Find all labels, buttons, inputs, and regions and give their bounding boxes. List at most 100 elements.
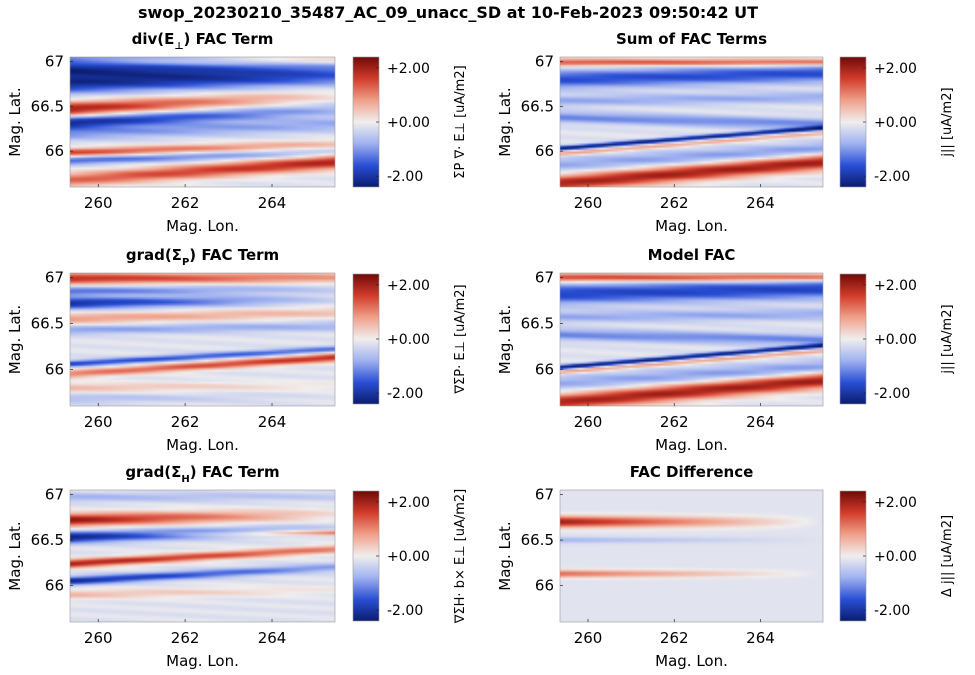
colorbar-label: ΣP ∇· E⊥ [uA/m2] (453, 65, 468, 178)
colorbar-tick-label: -2.00 (874, 603, 910, 619)
colorbar-tick-label: -2.00 (387, 386, 423, 402)
y-axis-label: Mag. Lat. (6, 521, 24, 590)
y-axis-label: Mag. Lat. (496, 305, 514, 374)
x-tick-label: 264 (258, 413, 287, 431)
y-tick-label: 66 (535, 142, 554, 160)
x-axis-label: Mag. Lon. (655, 652, 728, 670)
panel-sum: Sum of FAC Terms 260 262 264 67 66.5 66 Mag. Lo… (496, 30, 955, 235)
x-tick-label: 262 (171, 629, 200, 647)
x-tick-label: 262 (660, 413, 689, 431)
y-axis-label: Mag. Lat. (496, 87, 514, 156)
y-tick-label: 66 (535, 360, 554, 378)
colorbar-label: Δ j|| [uA/m2] (940, 515, 955, 597)
colorbar-tick-label: +0.00 (874, 115, 917, 131)
colorbar-tick-label: +2.00 (387, 495, 430, 511)
heatmap-image (70, 57, 335, 187)
x-tick-label: 260 (84, 413, 113, 431)
colorbar (352, 490, 380, 622)
panel-grad_p: grad(ΣP) FAC Term 260 262 264 67 66.5 66 Mag. L… (6, 246, 468, 454)
y-axis-label: Mag. Lat. (496, 521, 514, 590)
y-tick-label: 67 (535, 486, 554, 504)
plot-frame (69, 272, 336, 407)
x-tick-label: 260 (84, 629, 113, 647)
panel-model: Model FAC 260 262 264 67 66.5 66 Mag. Lon. Mag. … (496, 246, 955, 454)
colorbar-tick-label: -2.00 (387, 169, 423, 185)
colorbar-tick-label: -2.00 (387, 603, 423, 619)
colorbar-tick-label: +0.00 (874, 332, 917, 348)
colorbar-tick-label: +0.00 (874, 549, 917, 565)
x-tick-label: 264 (746, 413, 775, 431)
y-tick-label: 66.5 (521, 314, 554, 332)
colorbar-tick-label: +0.00 (387, 115, 430, 131)
y-tick-label: 67 (45, 52, 64, 70)
colorbar-tick-label: +2.00 (874, 61, 917, 77)
x-tick-label: 260 (574, 194, 603, 212)
y-tick-label: 66 (535, 577, 554, 595)
colorbar-label: j|| [uA/m2] (940, 87, 955, 157)
panel-title: FAC Difference (630, 463, 754, 481)
y-tick-label: 67 (535, 52, 554, 70)
colorbar (839, 490, 867, 622)
x-tick-label: 262 (660, 629, 689, 647)
y-tick-label: 67 (45, 269, 64, 287)
panel-title: Sum of FAC Terms (616, 30, 767, 48)
plot-frame (559, 56, 824, 188)
x-axis-label: Mag. Lon. (166, 217, 239, 235)
heatmap-image (70, 273, 335, 406)
x-axis-label: Mag. Lon. (655, 217, 728, 235)
y-tick-label: 66.5 (521, 97, 554, 115)
colorbar-tick-label: +2.00 (387, 278, 430, 294)
x-tick-label: 264 (258, 194, 287, 212)
colorbar-tick-label: +0.00 (387, 549, 430, 565)
plot-frame (559, 489, 824, 623)
colorbar (839, 56, 867, 188)
y-tick-label: 66.5 (31, 314, 64, 332)
y-tick-label: 67 (45, 486, 64, 504)
y-tick-label: 66 (45, 360, 64, 378)
heatmap-image (560, 273, 823, 406)
colorbar (839, 273, 867, 405)
panel-div_e: div(E⊥) FAC Term 260 262 264 67 66.5 66 Mag. Lo… (6, 30, 468, 235)
x-tick-label: 260 (84, 194, 113, 212)
colorbar (352, 56, 380, 188)
colorbar (352, 273, 380, 405)
x-axis-label: Mag. Lon. (655, 436, 728, 454)
plot-frame (69, 489, 336, 623)
y-tick-label: 66.5 (31, 531, 64, 549)
x-axis-label: Mag. Lon. (166, 652, 239, 670)
y-tick-label: 66.5 (31, 97, 64, 115)
y-tick-label: 67 (535, 269, 554, 287)
colorbar-tick-label: +0.00 (387, 332, 430, 348)
colorbar-label: ∇ΣP· E⊥ [uA/m2] (453, 284, 468, 394)
heatmap-image (560, 490, 823, 622)
heatmap-image (70, 490, 335, 622)
colorbar-tick-label: +2.00 (874, 278, 917, 294)
y-tick-label: 66 (45, 577, 64, 595)
panel-diff: FAC Difference 260 262 264 67 66.5 66 Mag. Lon.… (496, 463, 955, 670)
panel-title: grad(ΣH) FAC Term (125, 463, 279, 485)
colorbar-tick-label: +2.00 (874, 495, 917, 511)
x-tick-label: 264 (746, 194, 775, 212)
y-axis-label: Mag. Lat. (6, 305, 24, 374)
x-tick-label: 264 (746, 629, 775, 647)
y-tick-label: 66 (45, 142, 64, 160)
x-tick-label: 260 (574, 629, 603, 647)
heatmap-image (560, 57, 823, 187)
panel-title: div(E⊥) FAC Term (132, 30, 274, 52)
colorbar-label: j|| [uA/m2] (940, 304, 955, 374)
x-tick-label: 260 (574, 413, 603, 431)
panel-grad_h: grad(ΣH) FAC Term 260 262 264 67 66.5 66 Mag. L… (6, 463, 468, 670)
panel-title: Model FAC (648, 246, 736, 264)
x-tick-label: 262 (171, 413, 200, 431)
x-axis-label: Mag. Lon. (166, 436, 239, 454)
colorbar-label: ∇ΣH· b× E⊥ [uA/m2] (453, 489, 468, 625)
plot-frame (559, 272, 824, 407)
x-tick-label: 264 (258, 629, 287, 647)
x-tick-label: 262 (171, 194, 200, 212)
y-axis-label: Mag. Lat. (6, 87, 24, 156)
colorbar-tick-label: -2.00 (874, 169, 910, 185)
colorbar-tick-label: +2.00 (387, 61, 430, 77)
colorbar-tick-label: -2.00 (874, 386, 910, 402)
panel-title: grad(ΣP) FAC Term (126, 246, 279, 268)
